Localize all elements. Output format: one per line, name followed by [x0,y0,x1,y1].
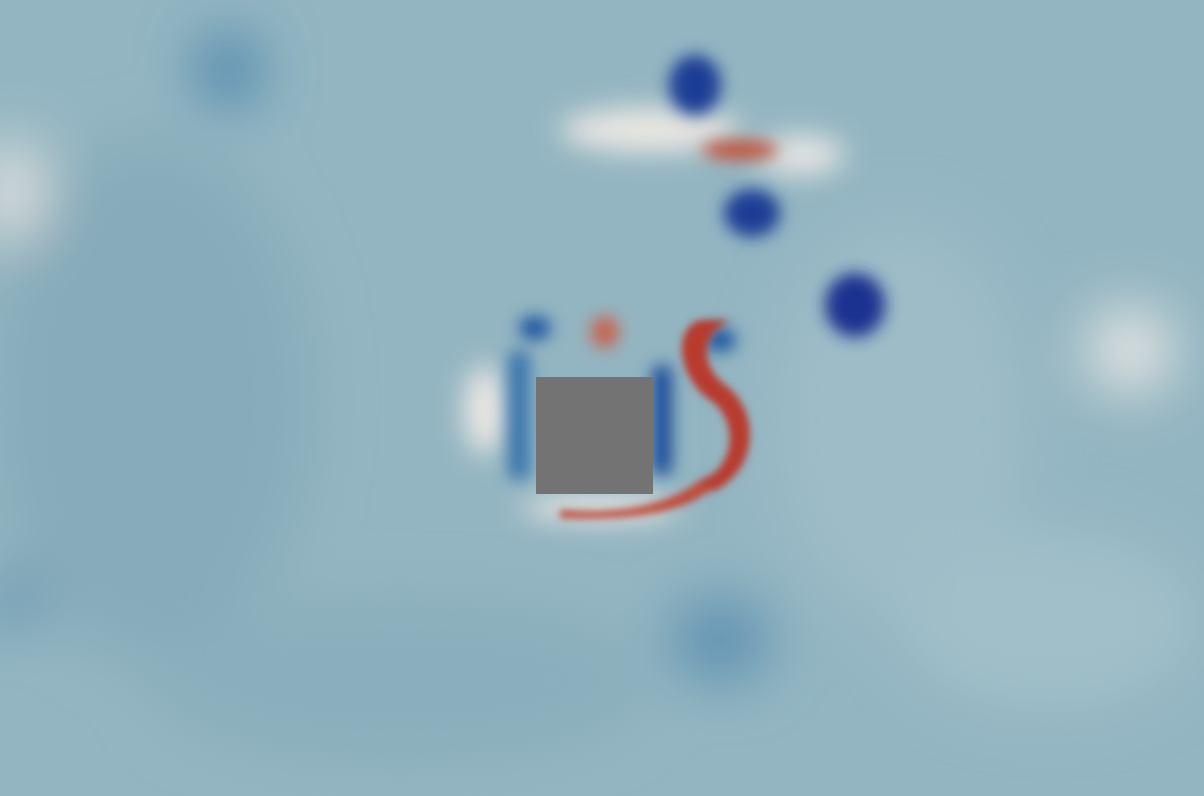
vortex [724,189,780,237]
light-streak [465,365,505,455]
light-streak [755,135,845,175]
light-patch [1090,310,1170,390]
blue-sheet [652,365,672,475]
blue-blob [519,316,551,340]
blue-sheet [508,350,530,480]
red-sheet [560,480,710,519]
light-streak [560,108,740,152]
vortex-faint [198,35,258,105]
swirl [900,530,1200,710]
vortex [669,55,721,115]
vortex [825,273,885,337]
vortex-faint [670,600,770,680]
red-streak [702,140,778,160]
vortices [508,55,885,480]
red-sheets [560,320,750,519]
light-patch [0,140,40,240]
swirl [150,600,650,760]
vortex-faint [0,578,37,622]
red-blob [591,316,619,348]
swirl [0,140,310,660]
red-sheet [681,320,750,492]
obstacle [536,377,653,494]
